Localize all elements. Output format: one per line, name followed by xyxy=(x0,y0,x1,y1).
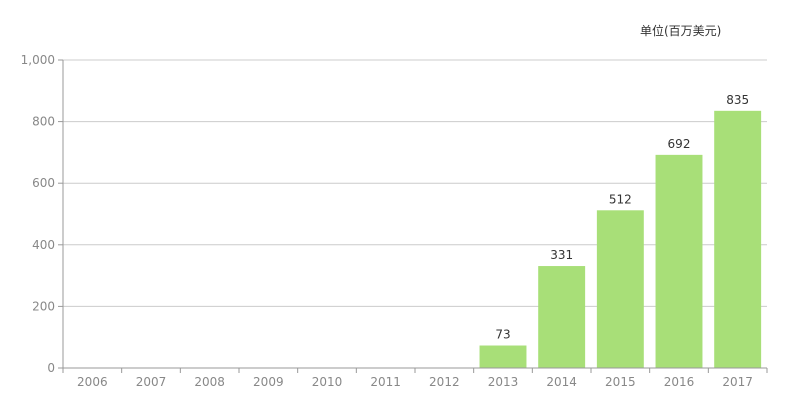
y-tick-label: 1,000 xyxy=(21,53,55,67)
y-tick-label: 200 xyxy=(32,299,55,313)
gridlines xyxy=(63,59,767,307)
y-tick-label: 400 xyxy=(32,238,55,252)
y-tick-label: 0 xyxy=(47,361,55,375)
unit-label: 单位(百万美元) xyxy=(640,24,722,38)
bar xyxy=(655,154,703,368)
x-tick-label: 2008 xyxy=(194,375,225,389)
bar xyxy=(596,210,644,368)
bar xyxy=(479,345,527,368)
data-label: 331 xyxy=(550,248,573,262)
x-tick-label: 2006 xyxy=(77,375,108,389)
x-tick-label: 2016 xyxy=(664,375,695,389)
data-label: 835 xyxy=(726,93,749,107)
data-label: 692 xyxy=(668,137,691,151)
bar xyxy=(714,110,762,368)
labels: 0 200 400 600 800 1,000 2006 2007 2008 2009 2010 20… xyxy=(21,53,753,389)
x-tick-label: 2017 xyxy=(722,375,753,389)
x-tick-label: 2014 xyxy=(546,375,577,389)
x-tick-label: 2007 xyxy=(136,375,167,389)
x-tick-label: 2015 xyxy=(605,375,636,389)
x-tick-label: 2011 xyxy=(370,375,401,389)
data-label: 73 xyxy=(495,328,510,342)
bars xyxy=(479,110,762,368)
y-tick-label: 800 xyxy=(32,115,55,129)
data-label: 512 xyxy=(609,192,632,206)
y-tick-label: 600 xyxy=(32,176,55,190)
bar xyxy=(538,266,586,368)
x-tick-label: 2012 xyxy=(429,375,460,389)
axes xyxy=(58,59,768,373)
x-tick-label: 2010 xyxy=(312,375,343,389)
x-tick-label: 2009 xyxy=(253,375,284,389)
x-tick-label: 2013 xyxy=(488,375,519,389)
